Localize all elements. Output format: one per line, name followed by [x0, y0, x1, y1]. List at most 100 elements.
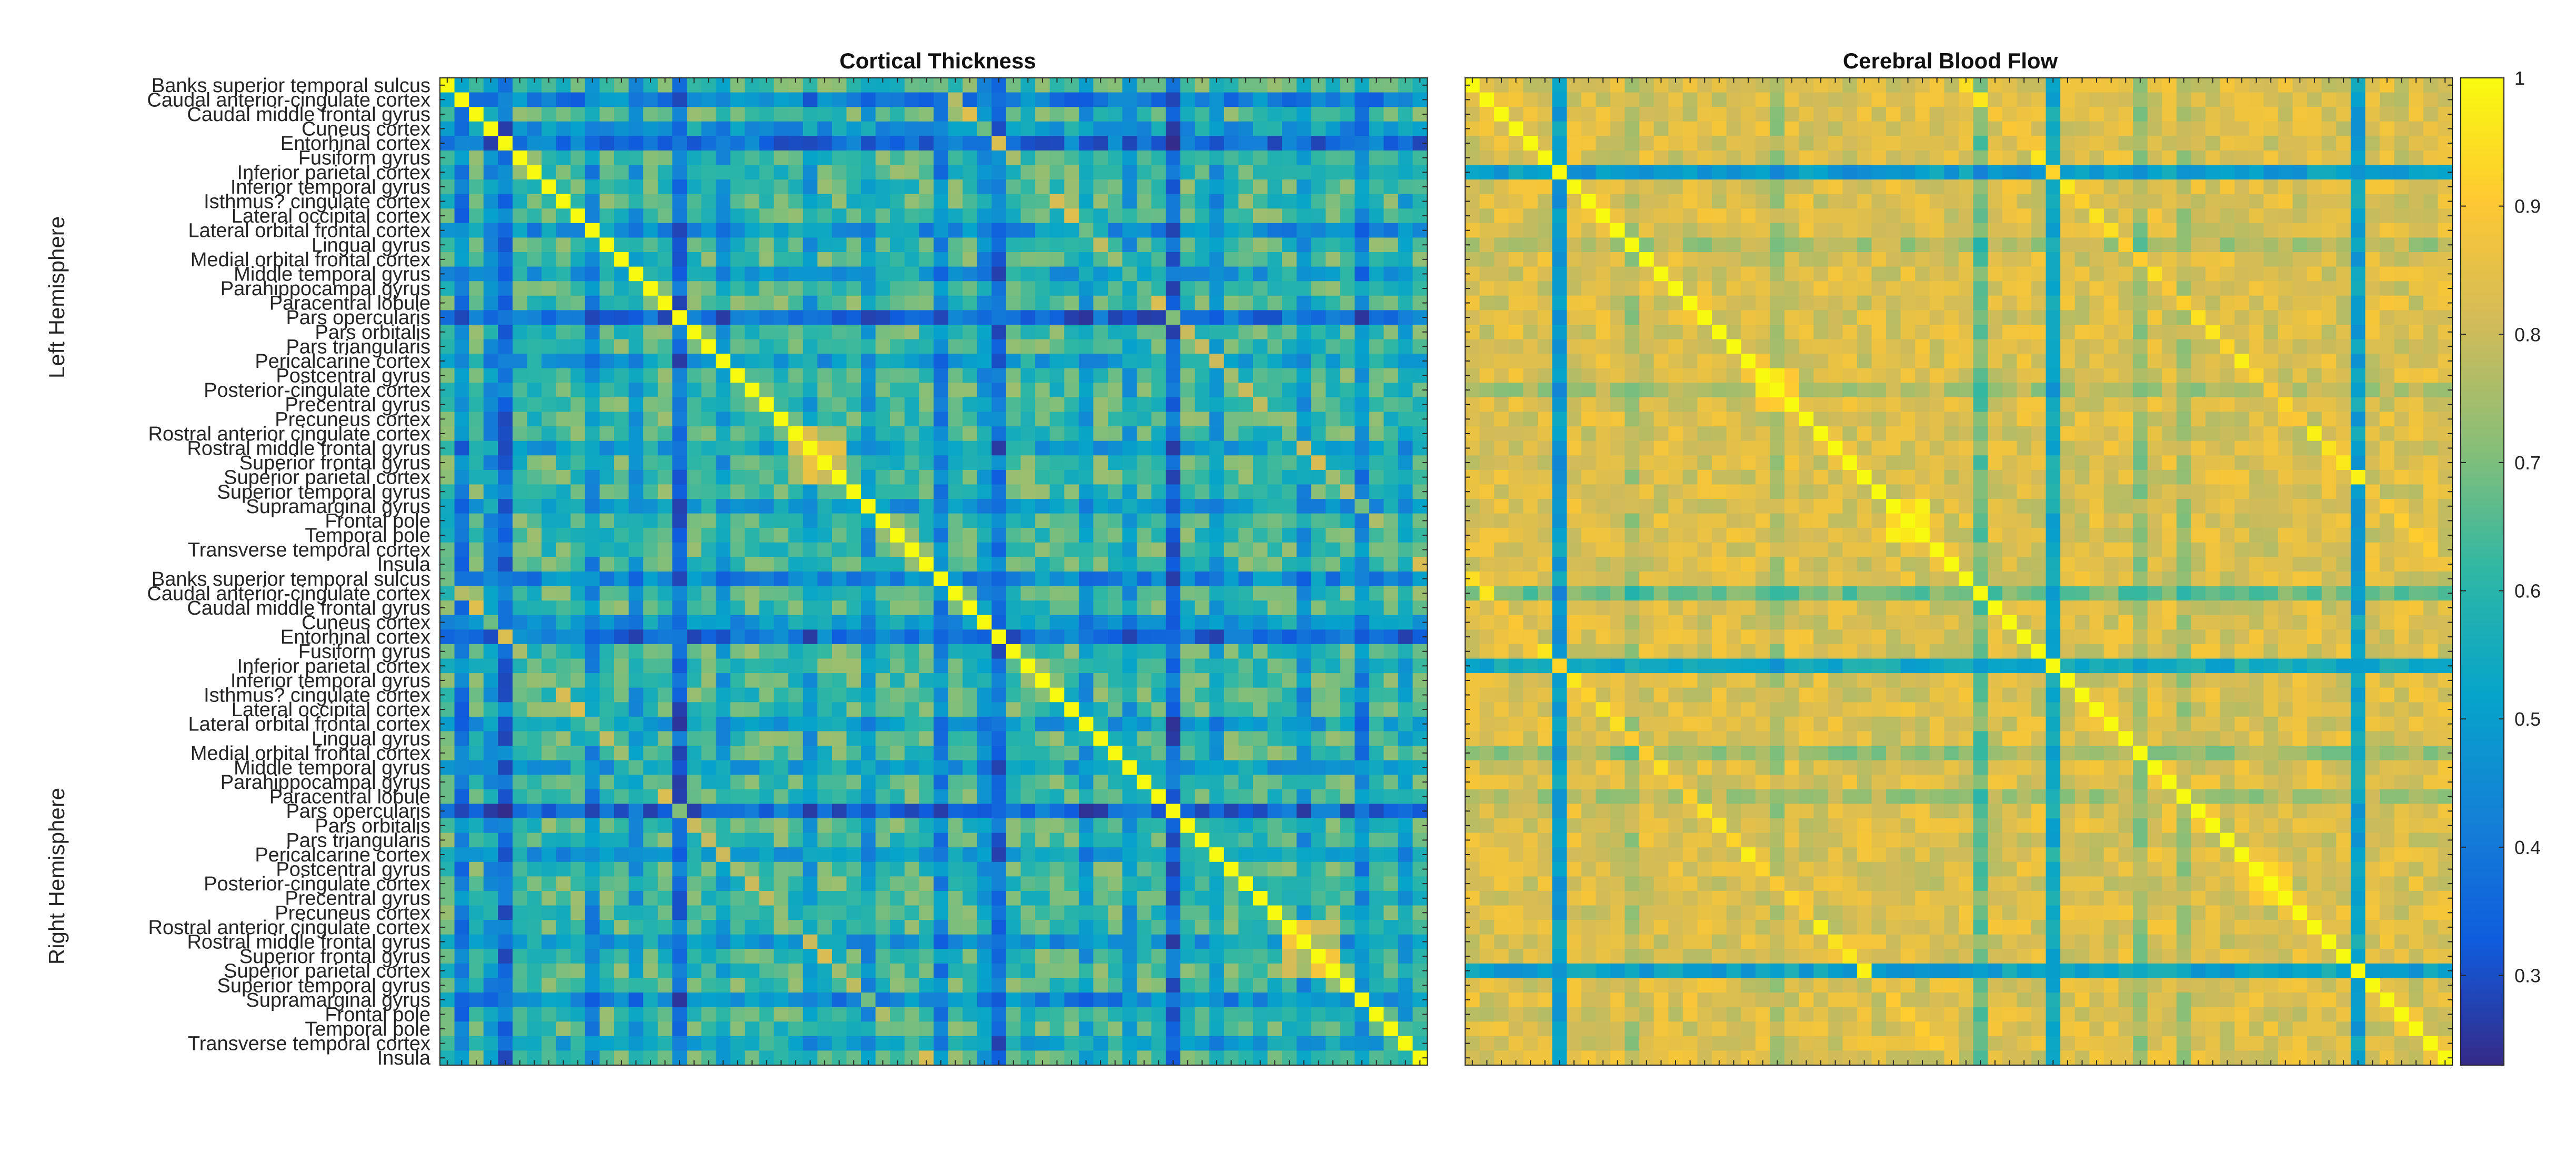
ct-cell	[745, 789, 760, 805]
ct-cell	[570, 310, 586, 325]
ct-cell	[904, 876, 920, 891]
ct-cell	[803, 615, 818, 630]
ct-cell	[498, 920, 513, 935]
ct-cell	[861, 266, 876, 282]
ct-cell	[1282, 644, 1297, 659]
ct-cell	[803, 165, 818, 180]
ct-cell	[875, 455, 890, 470]
ct-cell	[1006, 368, 1021, 383]
ct-cell	[498, 208, 513, 224]
ct-cell	[745, 992, 760, 1008]
ct-cell	[527, 266, 542, 282]
ct-cell	[788, 905, 804, 920]
ct-cell	[1296, 136, 1311, 151]
ct-cell	[570, 775, 586, 790]
ct-cell	[745, 440, 760, 456]
ct-cell	[716, 600, 731, 616]
ct-cell	[1325, 339, 1341, 354]
ct-cell	[1355, 992, 1370, 1008]
ct-cell	[745, 513, 760, 528]
ct-cell	[527, 934, 542, 949]
ct-cell	[745, 1021, 760, 1037]
ct-cell	[542, 499, 557, 514]
ct-cell	[1078, 383, 1094, 398]
ct-cell	[1296, 861, 1311, 877]
ct-cell	[570, 746, 586, 761]
ct-cell	[1137, 572, 1152, 587]
ct-cell	[1369, 237, 1384, 253]
ct-cell	[1238, 557, 1254, 572]
ct-cell	[934, 92, 949, 107]
ct-cell	[599, 600, 615, 616]
ct-cell	[483, 760, 498, 775]
ct-cell	[1384, 861, 1399, 877]
ct-cell	[861, 223, 876, 238]
ct-cell	[614, 644, 629, 659]
ct-cell	[1282, 731, 1297, 746]
ct-cell	[831, 440, 847, 456]
ct-cell	[585, 775, 600, 790]
ct-cell	[1078, 789, 1094, 805]
ct-cell	[1108, 644, 1123, 659]
ct-cell	[643, 833, 658, 848]
ct-cell	[934, 992, 949, 1008]
ct-cell	[1238, 542, 1254, 558]
ct-cell	[542, 252, 557, 267]
ct-cell	[730, 412, 745, 427]
ct-cell	[774, 818, 789, 834]
ct-cell	[1093, 223, 1108, 238]
ct-cell	[861, 746, 876, 761]
ct-cell	[817, 920, 833, 935]
ct-cell	[1296, 833, 1311, 848]
ct-cell	[542, 804, 557, 819]
ct-cell	[1195, 455, 1210, 470]
ct-cell	[1369, 746, 1384, 761]
ct-cell	[991, 412, 1007, 427]
ct-cell	[542, 615, 557, 630]
ct-cell	[716, 528, 731, 543]
ct-cell	[1064, 1007, 1079, 1022]
ct-cell	[454, 455, 469, 470]
ct-cell	[1267, 252, 1282, 267]
ct-cell	[774, 208, 789, 224]
ct-cell	[687, 368, 702, 383]
ct-cell	[919, 208, 934, 224]
ct-cell	[687, 557, 702, 572]
ct-cell	[846, 586, 861, 601]
ct-cell	[1151, 368, 1167, 383]
ct-cell	[556, 469, 571, 485]
ct-cell	[1384, 440, 1399, 456]
ct-cell	[803, 354, 818, 369]
ct-cell	[716, 920, 731, 935]
ct-cell	[672, 339, 687, 354]
ct-cell	[1267, 354, 1282, 369]
ct-cell	[1020, 775, 1036, 790]
ct-cell	[643, 789, 658, 805]
ct-cell	[831, 905, 847, 920]
ct-cell	[934, 775, 949, 790]
ct-cell	[1064, 949, 1079, 964]
ct-cell	[1093, 281, 1108, 296]
ct-cell	[963, 600, 978, 616]
ct-cell	[454, 861, 469, 877]
ct-cell	[817, 949, 833, 964]
ct-cell	[1267, 818, 1282, 834]
ct-cell	[454, 179, 469, 195]
ct-cell	[1369, 121, 1384, 136]
ct-cell	[730, 136, 745, 151]
ct-cell	[1296, 208, 1311, 224]
ct-cell	[759, 658, 775, 674]
ct-cell	[991, 397, 1007, 413]
ct-cell	[1398, 731, 1414, 746]
ct-cell	[788, 281, 804, 296]
ct-cell	[1035, 731, 1050, 746]
ct-cell	[919, 949, 934, 964]
ct-cell	[1093, 876, 1108, 891]
ct-cell	[1151, 905, 1167, 920]
ct-cell	[556, 223, 571, 238]
ct-cell	[861, 861, 876, 877]
ct-cell	[1384, 528, 1399, 543]
ct-cell	[1238, 412, 1254, 427]
ct-cell	[1122, 687, 1137, 703]
ct-cell	[556, 789, 571, 805]
